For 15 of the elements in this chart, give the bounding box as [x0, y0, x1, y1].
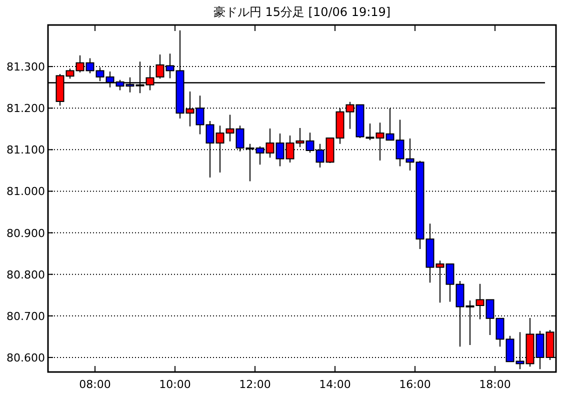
ytick: 80.900	[6, 226, 45, 240]
ytick: 80.800	[6, 268, 45, 282]
xtick: 08:00	[79, 378, 111, 391]
xtick: 10:00	[159, 378, 191, 391]
ytick: 81.300	[6, 60, 45, 74]
xtick: 12:00	[239, 378, 271, 391]
xtick: 18:00	[479, 378, 511, 391]
ytick: 80.600	[6, 351, 45, 364]
ytick: 81.200	[6, 102, 45, 116]
ytick: 81.000	[6, 185, 45, 198]
xtick: 14:00	[319, 378, 351, 391]
ytick: 80.700	[6, 310, 45, 323]
title: 豪ドル円 15分足 [10/06 19:19]	[213, 5, 391, 19]
ytick: 81.100	[6, 144, 45, 157]
xtick: 16:00	[399, 378, 431, 391]
